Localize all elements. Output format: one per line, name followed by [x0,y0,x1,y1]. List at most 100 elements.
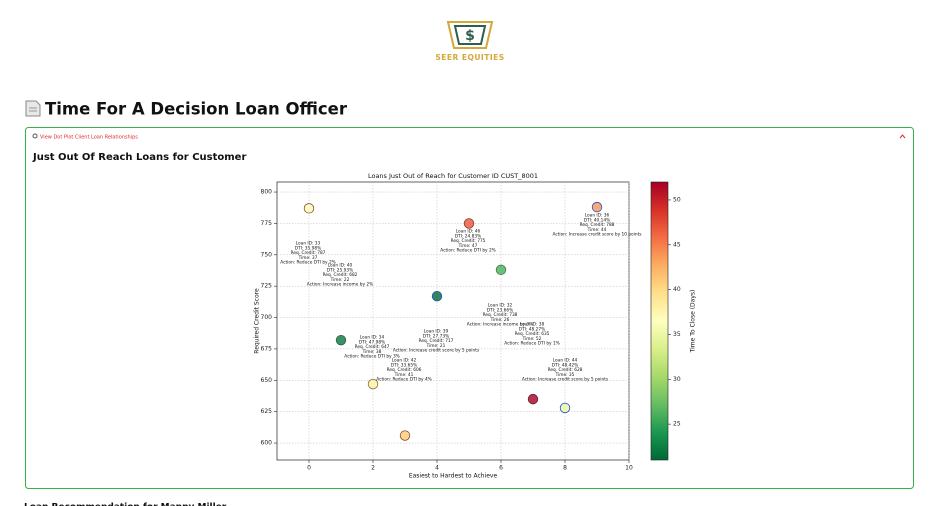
expander-label[interactable]: View Dot Plot Client Loan Relationships [40,135,138,141]
colorbar-tick-label: 45 [673,241,681,248]
colorbar [650,181,669,461]
x-tick-label: 0 [307,465,311,472]
y-tick-label: 750 [261,251,273,258]
y-tick-label: 775 [261,220,273,227]
data-point [463,218,475,229]
annotation: Time: 21 [426,343,446,349]
annotation: Time: 41 [394,372,414,378]
x-tick-label: 4 [435,465,439,472]
x-tick-label: 2 [371,465,375,472]
annotation: Action: Increase income by 3% [467,322,533,328]
annotation: Loan ID: 34 [360,335,385,341]
annotation: Time: 44 [587,227,607,233]
x-tick-label: 6 [499,465,503,472]
annotation: DTI: 33.65% [391,362,417,368]
data-point [495,264,507,276]
annotation: Req. Credit: 717 [419,338,454,344]
annotation: Action: Reduce DTI by 3% [344,354,400,360]
annotation: DTI: 47.98% [359,339,385,345]
y-tick-label: 650 [261,377,273,384]
colorbar-tick-label: 25 [673,421,681,428]
search-icon [32,133,38,139]
colorbar-tick-label: 35 [673,331,681,338]
data-point [335,334,347,346]
colorbar-tick-label: 40 [673,286,681,293]
chart-title: Loans Just Out of Reach for Customer ID … [368,172,538,180]
annotation: Action: Increase income by 2% [307,282,373,288]
annotation: DTI: 40.14% [584,217,610,223]
annotation: Req. Credit: 647 [355,344,390,350]
page-title: Time For A Decision Loan Officer [45,100,348,119]
annotation: Time: 26 [490,317,510,323]
annotation: Time: 52 [522,336,542,342]
y-tick-label: 600 [261,440,273,447]
annotation: Req. Credit: 606 [387,367,422,373]
annotation: Req. Credit: 738 [483,312,518,318]
annotation: Loan ID: 39 [424,329,449,335]
data-point [431,291,443,302]
annotation: Req. Credit: 775 [451,238,486,244]
annotation: DTI: 48.42% [552,362,578,368]
data-point [527,393,539,405]
annotation: DTI: 48.27% [519,326,545,332]
annotation: Action: Reduce DTI by 2% [280,260,336,266]
annotation: Req. Credit: 682 [323,272,358,278]
annotation: Loan ID: 32 [488,303,513,309]
annotation: Loan ID: 38 [520,322,545,328]
annotation: Req. Credit: 635 [515,331,550,337]
annotation: Req. Credit: 628 [548,367,583,373]
annotation: Loan ID: 36 [585,213,610,219]
annotation: Action: Increase credit score by 5 point… [393,348,480,354]
data-point [303,203,315,214]
annotation: DTI: 24.83% [455,233,481,239]
colorbar-label: Time To Close (Days) [690,290,697,354]
y-tick-label: 800 [261,189,273,196]
annotation: Req. Credit: 787 [291,250,326,256]
y-tick-label: 700 [261,314,273,321]
logo: $ [446,21,494,49]
next-section: Loan Recommendation for Manny Miller [24,503,227,506]
annotation: Time: 47 [458,243,478,249]
data-point [591,201,603,213]
x-tick-label: 8 [563,465,567,472]
annotation: Time: 37 [298,255,318,261]
colorbar-tick-label: 30 [673,376,681,383]
annotation: DTI: 23.66% [487,307,513,313]
y-tick-label: 675 [261,345,273,352]
annotation: Loan ID: 42 [392,358,417,364]
colorbar-tick-label: 50 [673,196,681,203]
annotation: DTI: 35.98% [295,245,321,251]
x-axis-label: Easiest to Hardest to Achieve [409,473,498,480]
annotation: Time: 35 [555,372,575,378]
annotation: Loan ID: 44 [553,358,578,364]
subheader: Just Out Of Reach Loans for Customer [32,152,246,163]
annotation: Loan ID: 33 [296,241,321,247]
annotation: Time: 38 [362,349,382,355]
collapse-caret[interactable] [899,134,906,139]
data-point [399,430,411,441]
annotation: Loan ID: 40 [328,263,353,269]
data-point [367,378,379,390]
annotation: Time: 22 [330,277,350,283]
plot-area [276,181,630,461]
annotation: Action: Reduce DTI by 1% [504,341,560,347]
x-tick-label: 10 [625,465,633,472]
annotation: Action: Increase credit score by 10 poin… [552,232,642,238]
annotation: Action: Increase credit score by 5 point… [522,377,609,383]
svg-text:$: $ [465,28,475,44]
logo-text: SEER EQUITIES [435,53,504,62]
y-tick-label: 625 [261,408,273,415]
data-point [559,402,571,414]
doc-icon [25,100,41,117]
annotation: Action: Reduce DTI by 4% [376,377,432,383]
annotation: Loan ID: 46 [456,229,481,235]
annotation: Req. Credit: 788 [580,222,615,228]
annotation: DTI: 27.73% [423,333,449,339]
y-axis-label: Required Credit Score [254,288,261,354]
y-tick-label: 725 [261,283,273,290]
annotation: Action: Reduce DTI by 2% [440,248,496,254]
annotation: DTI: 25.93% [327,267,353,273]
